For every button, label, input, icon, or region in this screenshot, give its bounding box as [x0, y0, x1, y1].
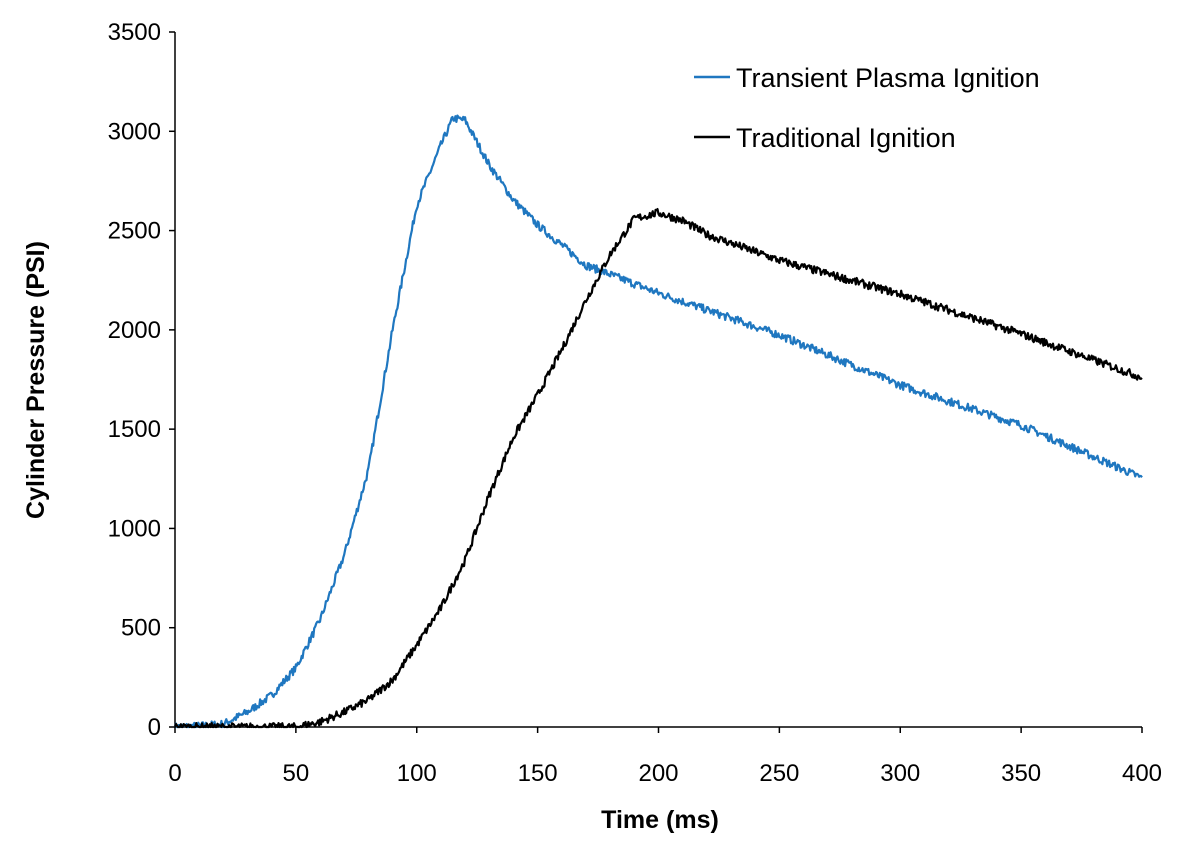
- y-tick-label: 3500: [108, 19, 161, 46]
- series-lines: [173, 114, 1143, 729]
- x-tick-label: 350: [1001, 760, 1041, 787]
- legend-label: Transient Plasma Ignition: [736, 63, 1040, 93]
- series-line-transient-plasma: [173, 114, 1143, 729]
- x-tick-label: 400: [1122, 760, 1162, 787]
- x-tick-label: 150: [518, 760, 558, 787]
- x-tick-label: 300: [880, 760, 920, 787]
- x-tick-label: 50: [283, 760, 310, 787]
- x-axis-title: Time (ms): [601, 806, 719, 834]
- axes: 0 500 1000 1500 2000 2500 3000 3500 0 50 100 150 200…: [108, 19, 1162, 787]
- x-tick-label: 250: [759, 760, 799, 787]
- x-tick-label: 100: [397, 760, 437, 787]
- y-tick-label: 2000: [108, 317, 161, 344]
- y-tick-label: 3000: [108, 118, 161, 145]
- legend: Transient Plasma Ignition Traditional Ign…: [694, 63, 1040, 153]
- y-tick-label: 1500: [108, 416, 161, 443]
- legend-label: Traditional Ignition: [736, 123, 956, 153]
- series-line-traditional: [173, 208, 1143, 729]
- y-tick-label: 500: [121, 615, 161, 642]
- y-tick-label: 0: [148, 714, 161, 741]
- y-axis-title: Cylinder Pressure (PSI): [22, 241, 50, 519]
- y-tick-label: 2500: [108, 218, 161, 245]
- x-tick-label: 200: [638, 760, 678, 787]
- y-tick-label: 1000: [108, 515, 161, 542]
- x-tick-label: 0: [168, 760, 181, 787]
